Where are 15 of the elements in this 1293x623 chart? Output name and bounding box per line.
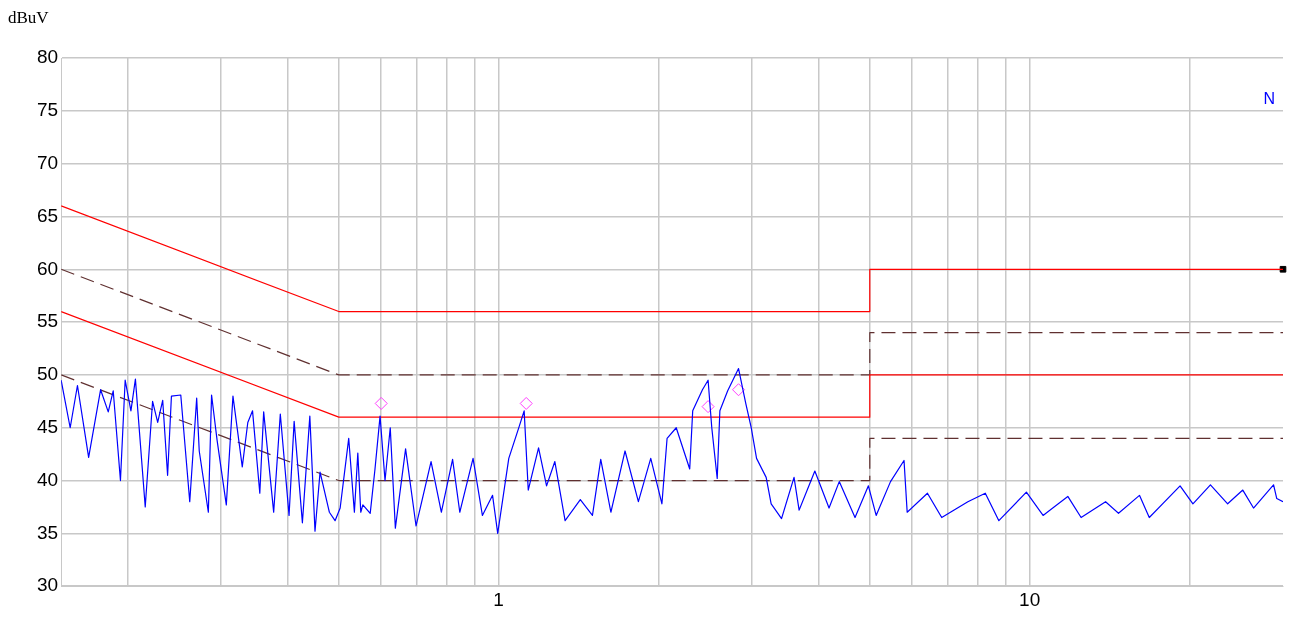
y-tick-label: 75 — [36, 99, 59, 121]
y-tick-label: 80 — [36, 46, 59, 68]
y-tick-label: 30 — [36, 574, 59, 596]
y-tick-label: 60 — [36, 257, 59, 279]
y-tick-label: 65 — [36, 204, 59, 226]
y-tick-label: 55 — [36, 310, 59, 332]
y-tick-label: 45 — [36, 415, 59, 437]
y-tick-label: 70 — [36, 151, 59, 173]
y-tick-label: 50 — [36, 363, 59, 385]
annotation: N — [1263, 90, 1275, 108]
y-tick-label: 40 — [36, 468, 59, 490]
x-tick-label: 1 — [493, 588, 504, 610]
x-tick-label: 10 — [1019, 588, 1041, 610]
y-axis-title: dBuV — [8, 8, 49, 28]
y-tick-label: 35 — [36, 521, 59, 543]
